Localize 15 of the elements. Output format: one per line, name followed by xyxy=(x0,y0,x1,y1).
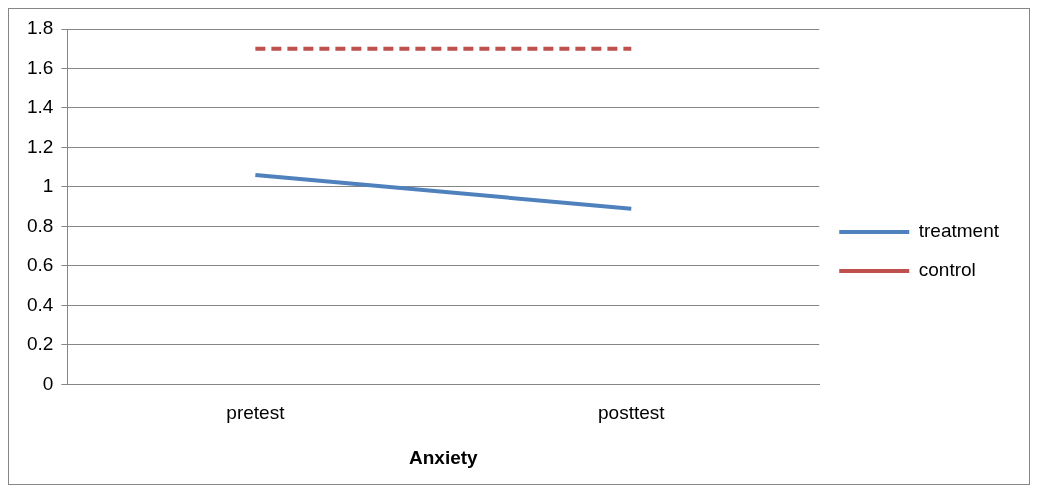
y-tick-label: 1.8 xyxy=(26,17,54,39)
y-tick-label: 0.6 xyxy=(26,254,54,276)
y-tick-label: 0 xyxy=(42,372,54,394)
y-tick-label: 1.2 xyxy=(26,135,54,157)
y-tick-label: 0.8 xyxy=(26,214,54,236)
x-tick-label: posttest xyxy=(598,402,666,424)
y-tick-label: 1 xyxy=(42,175,54,197)
y-tick-label: 1.4 xyxy=(26,96,54,118)
x-tick-label: pretest xyxy=(226,402,286,424)
y-tick-label: 0.4 xyxy=(26,293,54,315)
y-tick-label: 0.2 xyxy=(26,333,54,355)
x-axis-title: Anxiety xyxy=(409,446,479,468)
y-tick-label: 1.6 xyxy=(26,56,54,78)
legend-label: treatment xyxy=(918,220,1000,242)
legend-label: control xyxy=(918,259,976,281)
